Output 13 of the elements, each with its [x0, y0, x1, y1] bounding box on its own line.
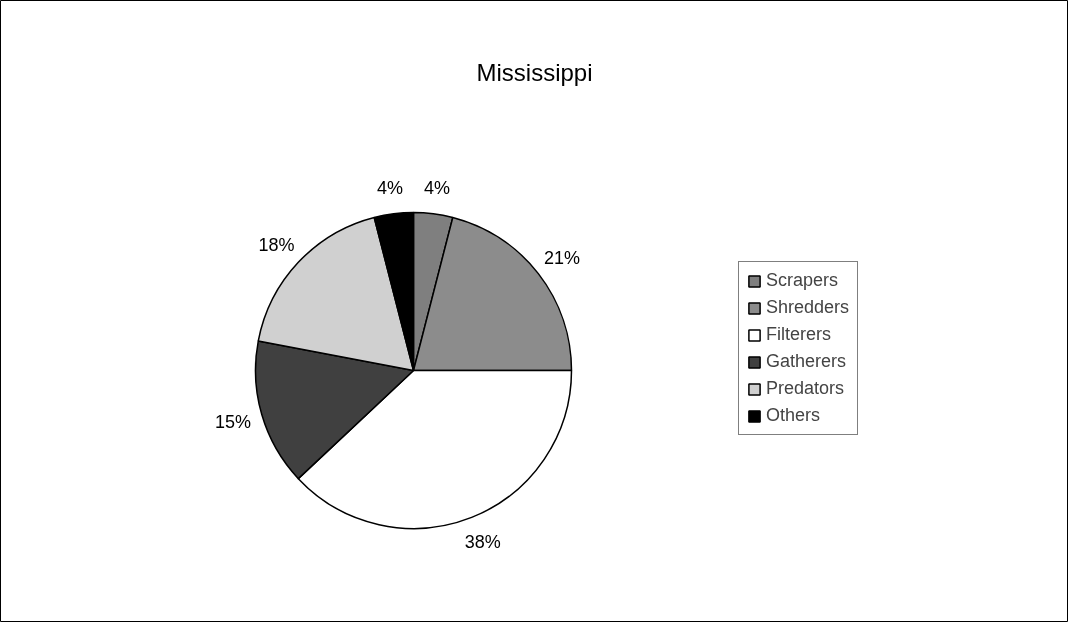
- data-label: 38%: [464, 531, 501, 552]
- data-label: 4%: [376, 177, 403, 198]
- legend-label: Predators: [766, 378, 845, 399]
- chart-title: Mississippi: [476, 59, 593, 86]
- data-label: 18%: [258, 234, 295, 255]
- legend-label: Gatherers: [766, 351, 847, 372]
- legend-label: Shredders: [766, 297, 850, 318]
- data-label: 21%: [544, 247, 581, 268]
- legend-label: Scrapers: [766, 270, 839, 291]
- legend-label: Others: [766, 405, 821, 426]
- legend-label: Filterers: [766, 324, 832, 345]
- data-label: 15%: [214, 411, 251, 432]
- data-label: 4%: [424, 177, 451, 198]
